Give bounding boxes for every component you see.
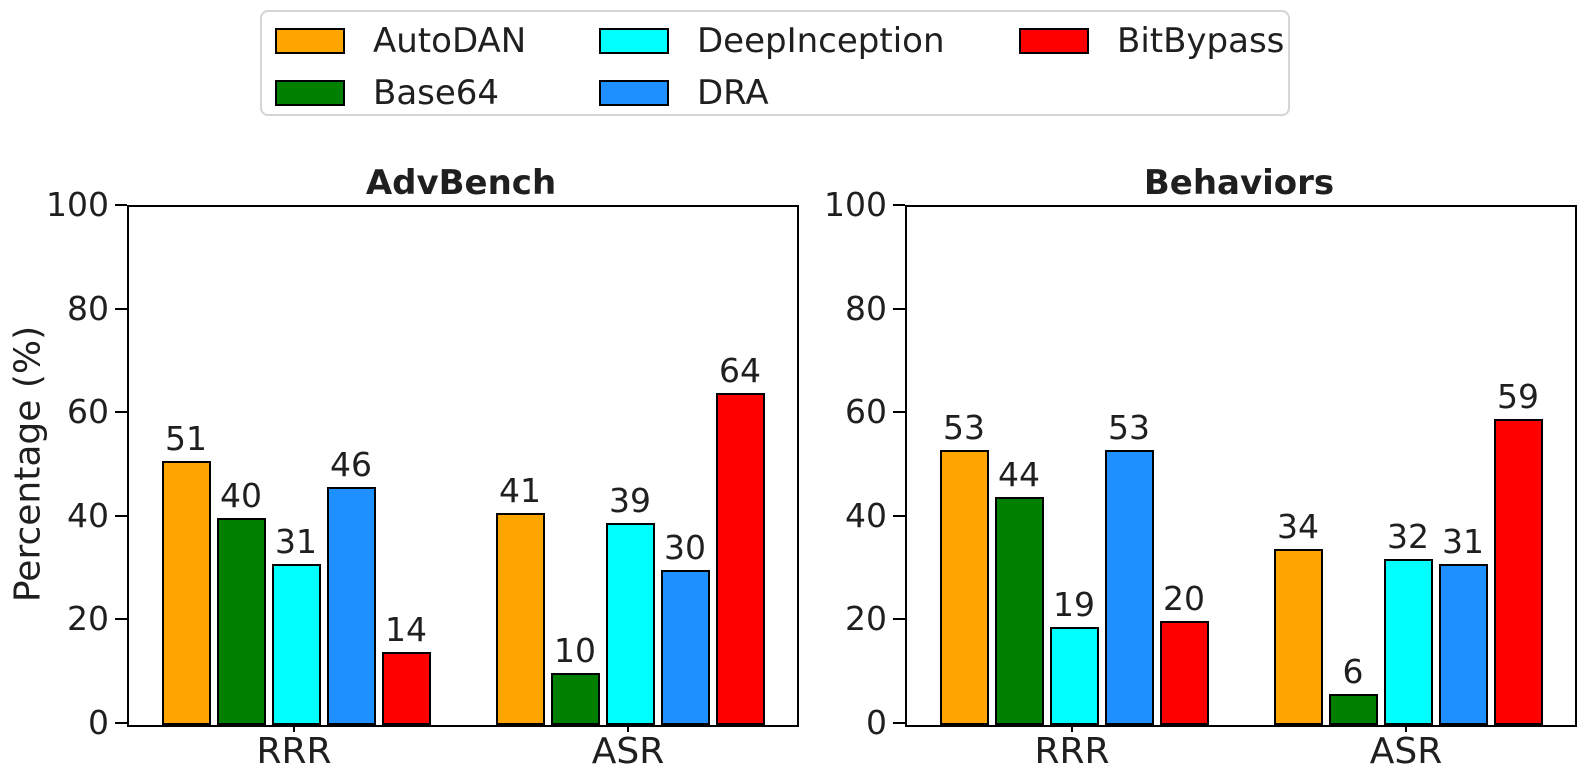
subplot-behaviors: Behaviors 53 44 19 53 20 34 6 32 31 59 0 20 40 60 80 1…	[824, 0, 1577, 777]
bar-autodan-rrr	[161, 461, 211, 725]
bar-value-label: 53	[943, 408, 985, 447]
legend: AutoDAN Base64 DeepInception DRA BitBypass	[260, 10, 1290, 116]
bar-value-label: 39	[609, 481, 651, 520]
bar-dra-rrr	[1104, 450, 1154, 725]
legend-label: AutoDAN	[373, 21, 527, 61]
legend-item: BitBypass	[1019, 21, 1285, 61]
x-tick-label-rrr: RRR	[256, 731, 332, 772]
y-tick-label: 20	[67, 599, 109, 639]
bar-dra-asr	[1438, 564, 1488, 725]
y-tick-label: 80	[67, 288, 109, 328]
y-axis-label: Percentage (%)	[7, 325, 49, 603]
y-tick-label: 40	[67, 495, 109, 535]
bar-value-label: 6	[1342, 652, 1364, 691]
y-tick-label: 20	[845, 599, 887, 639]
x-tick-mark	[1071, 723, 1073, 732]
legend-item: AutoDAN	[275, 21, 527, 61]
y-tick-mark	[115, 722, 127, 724]
y-tick-label: 0	[88, 703, 109, 742]
bar-value-label: 20	[1163, 579, 1205, 618]
y-tick-label: 100	[824, 185, 887, 224]
legend-item: Base64	[275, 73, 500, 113]
bar-deepinception-asr	[605, 523, 655, 725]
bar-autodan-asr	[1273, 549, 1323, 725]
bar-value-label: 32	[1387, 517, 1429, 556]
legend-swatch-base64	[275, 80, 345, 106]
bar-value-label: 51	[165, 419, 207, 458]
bar-value-label: 53	[1108, 408, 1150, 447]
legend-item: DRA	[599, 73, 769, 113]
y-tick-mark	[893, 411, 905, 414]
y-tick-label: 80	[845, 288, 887, 328]
bar-deepinception-asr	[1383, 559, 1433, 725]
bar-deepinception-rrr	[271, 564, 321, 725]
bar-value-label: 46	[330, 445, 372, 484]
legend-swatch-bitbypass	[1019, 28, 1089, 54]
bar-value-label: 41	[499, 471, 541, 510]
bar-deepinception-rrr	[1049, 627, 1099, 725]
bar-value-label: 59	[1497, 377, 1539, 416]
legend-swatch-autodan	[275, 28, 345, 54]
y-tick-label: 0	[866, 703, 887, 742]
bar-value-label: 30	[664, 528, 706, 567]
bar-bitbypass-asr	[1493, 419, 1543, 725]
bar-autodan-rrr	[939, 450, 989, 725]
y-tick-mark	[893, 514, 905, 517]
legend-label: DeepInception	[697, 21, 945, 61]
y-tick-mark	[893, 307, 905, 310]
bar-bitbypass-rrr	[1159, 621, 1209, 725]
bar-base64-rrr	[216, 518, 266, 725]
bar-base64-rrr	[994, 497, 1044, 725]
legend-label: BitBypass	[1117, 21, 1285, 61]
y-tick-mark	[893, 618, 905, 621]
bar-value-label: 31	[275, 522, 317, 561]
y-tick-label: 100	[46, 185, 109, 224]
y-tick-mark	[893, 204, 905, 206]
bar-bitbypass-asr	[715, 393, 765, 725]
y-tick-mark	[115, 204, 127, 206]
chart-title: Behaviors	[1143, 163, 1335, 203]
bar-base64-asr	[1328, 694, 1378, 725]
x-tick-label-asr: ASR	[1369, 731, 1443, 772]
legend-item: DeepInception	[599, 21, 945, 61]
bar-value-label: 34	[1277, 507, 1319, 546]
y-tick-label: 60	[67, 392, 109, 432]
bar-dra-asr	[660, 570, 710, 725]
y-tick-mark	[893, 722, 905, 724]
bar-value-label: 31	[1442, 522, 1484, 561]
y-tick-mark	[115, 307, 127, 310]
legend-swatch-dra	[599, 80, 669, 106]
y-tick-label: 40	[845, 495, 887, 535]
legend-swatch-deepinception	[599, 28, 669, 54]
bar-bitbypass-rrr	[381, 652, 431, 725]
bar-dra-rrr	[326, 487, 376, 725]
y-tick-mark	[115, 514, 127, 517]
x-tick-label-asr: ASR	[591, 731, 665, 772]
x-tick-mark	[627, 723, 629, 732]
bar-value-label: 14	[385, 610, 427, 649]
bar-value-label: 40	[220, 476, 262, 515]
bar-value-label: 64	[719, 351, 761, 390]
plot-area: 51 40 31 46 14 41 10 39 30 64	[127, 205, 799, 727]
y-tick-label: 60	[845, 392, 887, 432]
legend-label: DRA	[697, 73, 769, 113]
bar-base64-asr	[550, 673, 600, 725]
y-tick-mark	[115, 618, 127, 621]
plot-area: 53 44 19 53 20 34 6 32 31 59	[905, 205, 1577, 727]
bar-value-label: 19	[1053, 585, 1095, 624]
x-tick-label-rrr: RRR	[1034, 731, 1110, 772]
y-tick-mark	[115, 411, 127, 414]
bar-value-label: 10	[554, 631, 596, 670]
legend-label: Base64	[373, 73, 500, 113]
bar-autodan-asr	[495, 513, 545, 725]
x-tick-mark	[1405, 723, 1407, 732]
subplot-advbench: AdvBench 51 40 31 46 14 41 10 39 30 64 0 20 40 60 80 1…	[46, 0, 799, 777]
x-tick-mark	[293, 723, 295, 732]
chart-title: AdvBench	[365, 163, 557, 203]
bar-value-label: 44	[998, 455, 1040, 494]
